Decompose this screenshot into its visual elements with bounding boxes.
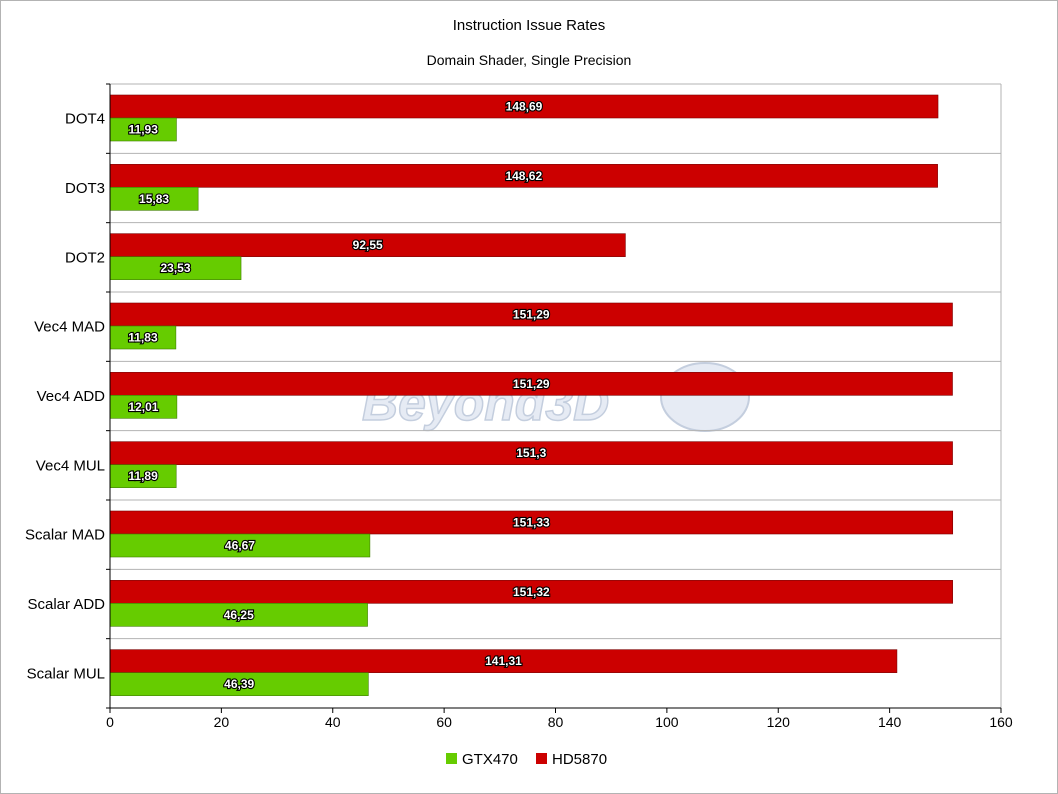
x-tick-label: 100 — [655, 714, 679, 730]
data-label: 148,69 — [506, 100, 543, 114]
x-tick-label: 160 — [989, 714, 1013, 730]
x-tick-label: 60 — [436, 714, 452, 730]
x-tick-label: 140 — [878, 714, 902, 730]
data-label: 151,29 — [513, 377, 550, 391]
x-tick-label: 80 — [548, 714, 564, 730]
chart-title: Instruction Issue Rates — [453, 17, 606, 34]
data-label: 151,3 — [516, 446, 546, 460]
data-label: 46,39 — [224, 677, 254, 691]
x-tick-label: 0 — [106, 714, 114, 730]
data-label: 151,33 — [513, 516, 550, 530]
bars — [109, 94, 954, 696]
category-labels: DOT4 DOT3 DOT2 Vec4 MAD Vec4 ADD Vec4 MUL Scal… — [25, 111, 105, 683]
legend: GTX470 HD5870 — [446, 751, 607, 768]
data-label: 12,01 — [128, 400, 158, 414]
data-labels: 148,69 11,93 148,62 15,83 92,55 23,53 151,29 11… — [127, 98, 551, 692]
legend-label-gtx470: GTX470 — [462, 751, 518, 768]
category-label: Vec4 MAD — [34, 319, 105, 336]
data-label: 11,89 — [128, 469, 158, 483]
data-label: 11,93 — [129, 123, 159, 137]
category-label: DOT3 — [65, 180, 105, 197]
x-tick-labels: 0 20 40 60 80 100 120 140 160 — [106, 714, 1013, 730]
category-label: DOT2 — [65, 249, 105, 266]
category-label: Scalar MAD — [25, 527, 105, 544]
data-label: 151,32 — [513, 585, 550, 599]
category-label: Vec4 ADD — [37, 388, 106, 405]
data-label: 46,67 — [225, 539, 255, 553]
data-label: 23,53 — [161, 261, 191, 275]
x-tick-label: 20 — [214, 714, 230, 730]
category-label: Scalar ADD — [27, 596, 105, 613]
legend-label-hd5870: HD5870 — [552, 751, 607, 768]
x-tick-label: 40 — [325, 714, 341, 730]
x-tick-label: 120 — [767, 714, 791, 730]
category-label: DOT4 — [65, 111, 105, 128]
data-label: 92,55 — [353, 238, 383, 252]
data-label: 11,83 — [128, 331, 158, 345]
data-label: 151,29 — [513, 308, 550, 322]
data-label: 148,62 — [505, 169, 542, 183]
legend-swatch-hd5870 — [536, 753, 547, 764]
data-label: 15,83 — [139, 192, 169, 206]
category-label: Vec4 MUL — [36, 457, 105, 474]
axes — [106, 83, 1002, 713]
data-label: 46,25 — [224, 608, 254, 622]
legend-swatch-gtx470 — [446, 753, 457, 764]
chart-subtitle: Domain Shader, Single Precision — [427, 52, 632, 68]
category-label: Scalar MUL — [27, 665, 105, 682]
data-label: 141,31 — [485, 654, 522, 668]
